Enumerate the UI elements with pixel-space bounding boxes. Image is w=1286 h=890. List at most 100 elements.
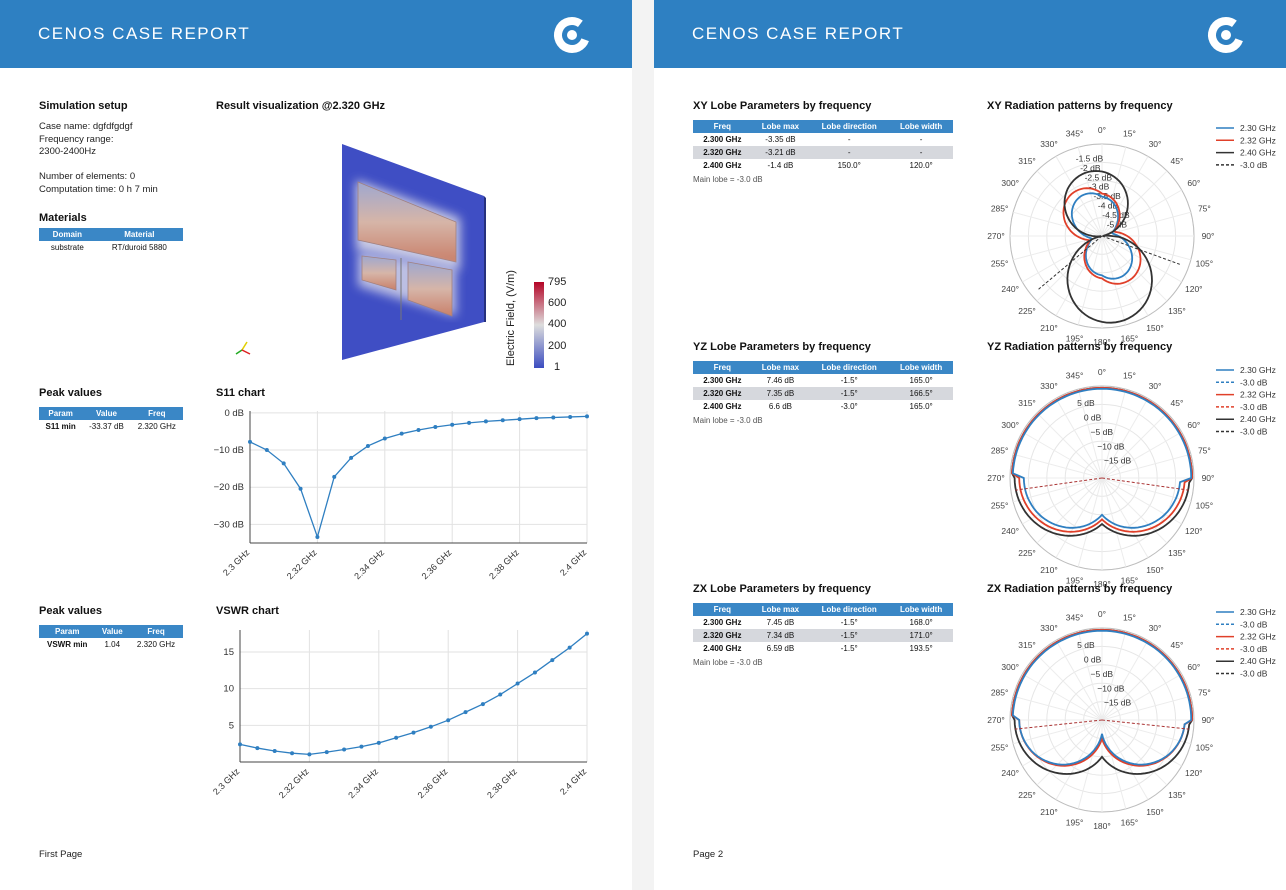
angle-label: 345° [1066,613,1084,623]
legend-label: -3.0 dB [1240,402,1268,412]
angle-label: 120° [1185,768,1203,778]
polar-spoke [1101,431,1182,479]
polar-spoke [1077,389,1103,479]
angle-label: 225° [1018,548,1036,558]
polar-spoke [1055,156,1103,237]
radial-tick-label: 0 dB [1084,655,1102,665]
cell: 165.0° [909,402,933,411]
angle-label: 105° [1196,500,1214,510]
th-lobe-width: Lobe width [889,120,953,133]
legend-label: -3.0 dB [1240,644,1268,654]
y-tick-label: −30 dB [214,519,244,530]
legend-label: 2.40 GHz [1240,148,1276,158]
polar-spoke [1013,211,1103,237]
zx-radiation-title: ZX Radiation patterns by frequency [987,583,1173,595]
cell: -1.5° [840,644,858,653]
cell: 150.0° [837,161,861,170]
xy-lobe-title: XY Lobe Parameters by frequency [693,100,872,112]
cell: -1.5° [809,387,890,400]
xy-lobe-table: Freq Lobe max Lobe direction Lobe width 2.3… [693,120,953,172]
polar-spoke [1101,235,1149,316]
cell: 165.0° [909,376,933,385]
polar-spoke [1101,719,1149,800]
cell: 6.59 dB [766,644,795,653]
polar-spoke [1022,673,1103,721]
data-point [416,427,421,432]
data-point [342,747,347,752]
cell: -1.4 dB [767,161,794,170]
y-tick-label: 5 [229,720,234,731]
peak-vswr-table: Param Value Freq VSWR min 1.04 2.320 GHz [39,625,183,651]
data-point [567,645,572,650]
angle-label: 240° [1001,768,1019,778]
angle-label: 165° [1121,575,1139,585]
data-point [467,420,472,425]
legend-label: -3.0 dB [1240,669,1268,679]
polar-spoke [1022,477,1103,525]
page-gap [632,0,654,890]
polar-spoke [1022,719,1103,767]
angle-label: 270° [987,473,1005,483]
angle-label: 225° [1018,306,1036,316]
cell: 7.45 dB [766,618,795,627]
legend-label: 2.40 GHz [1240,414,1276,424]
radial-tick-label: -4 dB [1098,201,1119,211]
th-lobe-max: Lobe max [751,603,810,616]
angle-label: 285° [991,446,1009,456]
data-point [446,718,451,723]
colorbar-tick: 1 [554,361,560,373]
polar-spoke [1055,719,1103,800]
th-value: Value [95,625,130,638]
polar-spoke [1077,719,1103,809]
data-point [585,631,589,636]
angle-label: 240° [1001,526,1019,536]
angle-label: 285° [991,204,1009,214]
data-point [248,439,252,444]
polar-spoke [1101,719,1182,767]
data-point [463,710,468,715]
angle-label: 15° [1123,129,1136,139]
colorbar-tick: 795 [548,276,566,288]
angle-label: 75° [1198,688,1211,698]
cell: 2.300 GHz [703,618,742,627]
x-tick-label: 2.4 GHz [558,766,589,797]
polar-spoke [1101,147,1127,237]
legend-label: -3.0 dB [1240,377,1268,387]
zx-main-lobe-note: Main lobe = -3.0 dB [693,658,763,667]
radial-tick-label: −5 dB [1091,427,1114,437]
setup-title: Simulation setup [39,100,128,112]
peak-s11-table: Param Value Freq S11 min -33.37 dB 2.320 GHz [39,407,183,433]
legend-label: 2.40 GHz [1240,656,1276,666]
angle-label: 150° [1146,807,1164,817]
th-lobe-width: Lobe width [889,361,953,374]
case-name: Case name: dgfdfgdgf [39,121,133,132]
angle-label: 0° [1098,367,1106,377]
legend-label: 2.32 GHz [1240,390,1276,400]
x-tick-label: 2.38 GHz [487,547,521,581]
radial-tick-label: −15 dB [1104,698,1132,708]
radial-tick-label: 5 dB [1077,640,1095,650]
cell: S11 min [45,422,76,431]
data-point [281,461,286,466]
polar-spoke [1036,477,1103,544]
angle-label: 60° [1187,178,1200,188]
polar-spoke [1101,673,1182,721]
angle-label: 45° [1171,156,1184,166]
polar-spoke [1101,654,1168,721]
polar-spoke [1013,719,1103,745]
polar-spoke [1036,654,1103,721]
cell: -1.5° [840,376,858,385]
radial-tick-label: 0 dB [1084,413,1102,423]
x-tick-label: 2.3 GHz [221,547,252,578]
angle-label: 255° [991,742,1009,752]
th-value: Value [82,407,131,420]
cell: 2.400 GHz [703,644,742,653]
y-tick-label: −10 dB [214,445,244,456]
cell: 171.0° [889,629,953,642]
th-lobe-max: Lobe max [751,120,810,133]
data-point [532,670,537,675]
polar-spoke [1013,453,1103,479]
polar-spoke [1055,640,1103,721]
polar-spoke [1101,719,1191,745]
lobe-marker-line [1101,235,1180,265]
